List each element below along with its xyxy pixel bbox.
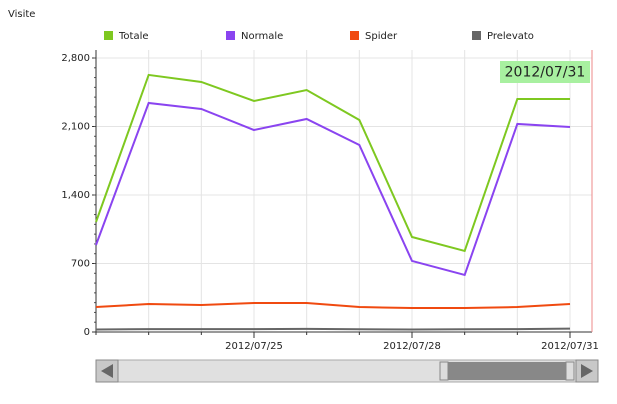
- legend-label: Normale: [241, 31, 283, 42]
- y-tick-label: 1,400: [61, 190, 90, 201]
- thumb-grip-left[interactable]: [439, 361, 449, 381]
- legend-swatch: [104, 31, 113, 40]
- right-arrow: [581, 364, 593, 378]
- y-axis-label: Visite: [8, 9, 35, 20]
- y-tick-label: 700: [71, 259, 90, 270]
- left-arrow: [101, 364, 113, 378]
- y-tick-label: 0: [84, 327, 90, 338]
- x-tick-label: 2012/07/31: [541, 341, 599, 352]
- tooltip: 2012/07/31: [505, 65, 586, 81]
- tooltip-box: [500, 61, 590, 83]
- legend-label: Spider: [365, 31, 398, 42]
- legend-swatch: [350, 31, 359, 40]
- series-line: [95, 302, 571, 310]
- x-tick-label: 2012/07/25: [225, 341, 283, 352]
- scroll-thumb[interactable]: [440, 362, 574, 380]
- legend-label: Totale: [118, 31, 149, 42]
- series-line: [95, 327, 571, 331]
- series-line: [95, 73, 570, 253]
- legend-swatch: [226, 31, 235, 40]
- series-line: [95, 101, 571, 277]
- thumb-grip-right[interactable]: [565, 361, 575, 381]
- legend-label: Prelevato: [487, 31, 534, 42]
- x-tick-label: 2012/07/28: [383, 341, 441, 352]
- y-tick-label: 2,800: [61, 53, 90, 64]
- plot-area: 0 700 1,400 2,100 2,800 2012/07/25 2012/07/28 2…: [61, 50, 599, 352]
- scrollbar[interactable]: [95, 359, 599, 383]
- y-tick-label: 2,100: [61, 122, 90, 133]
- legend-swatch: [472, 31, 481, 40]
